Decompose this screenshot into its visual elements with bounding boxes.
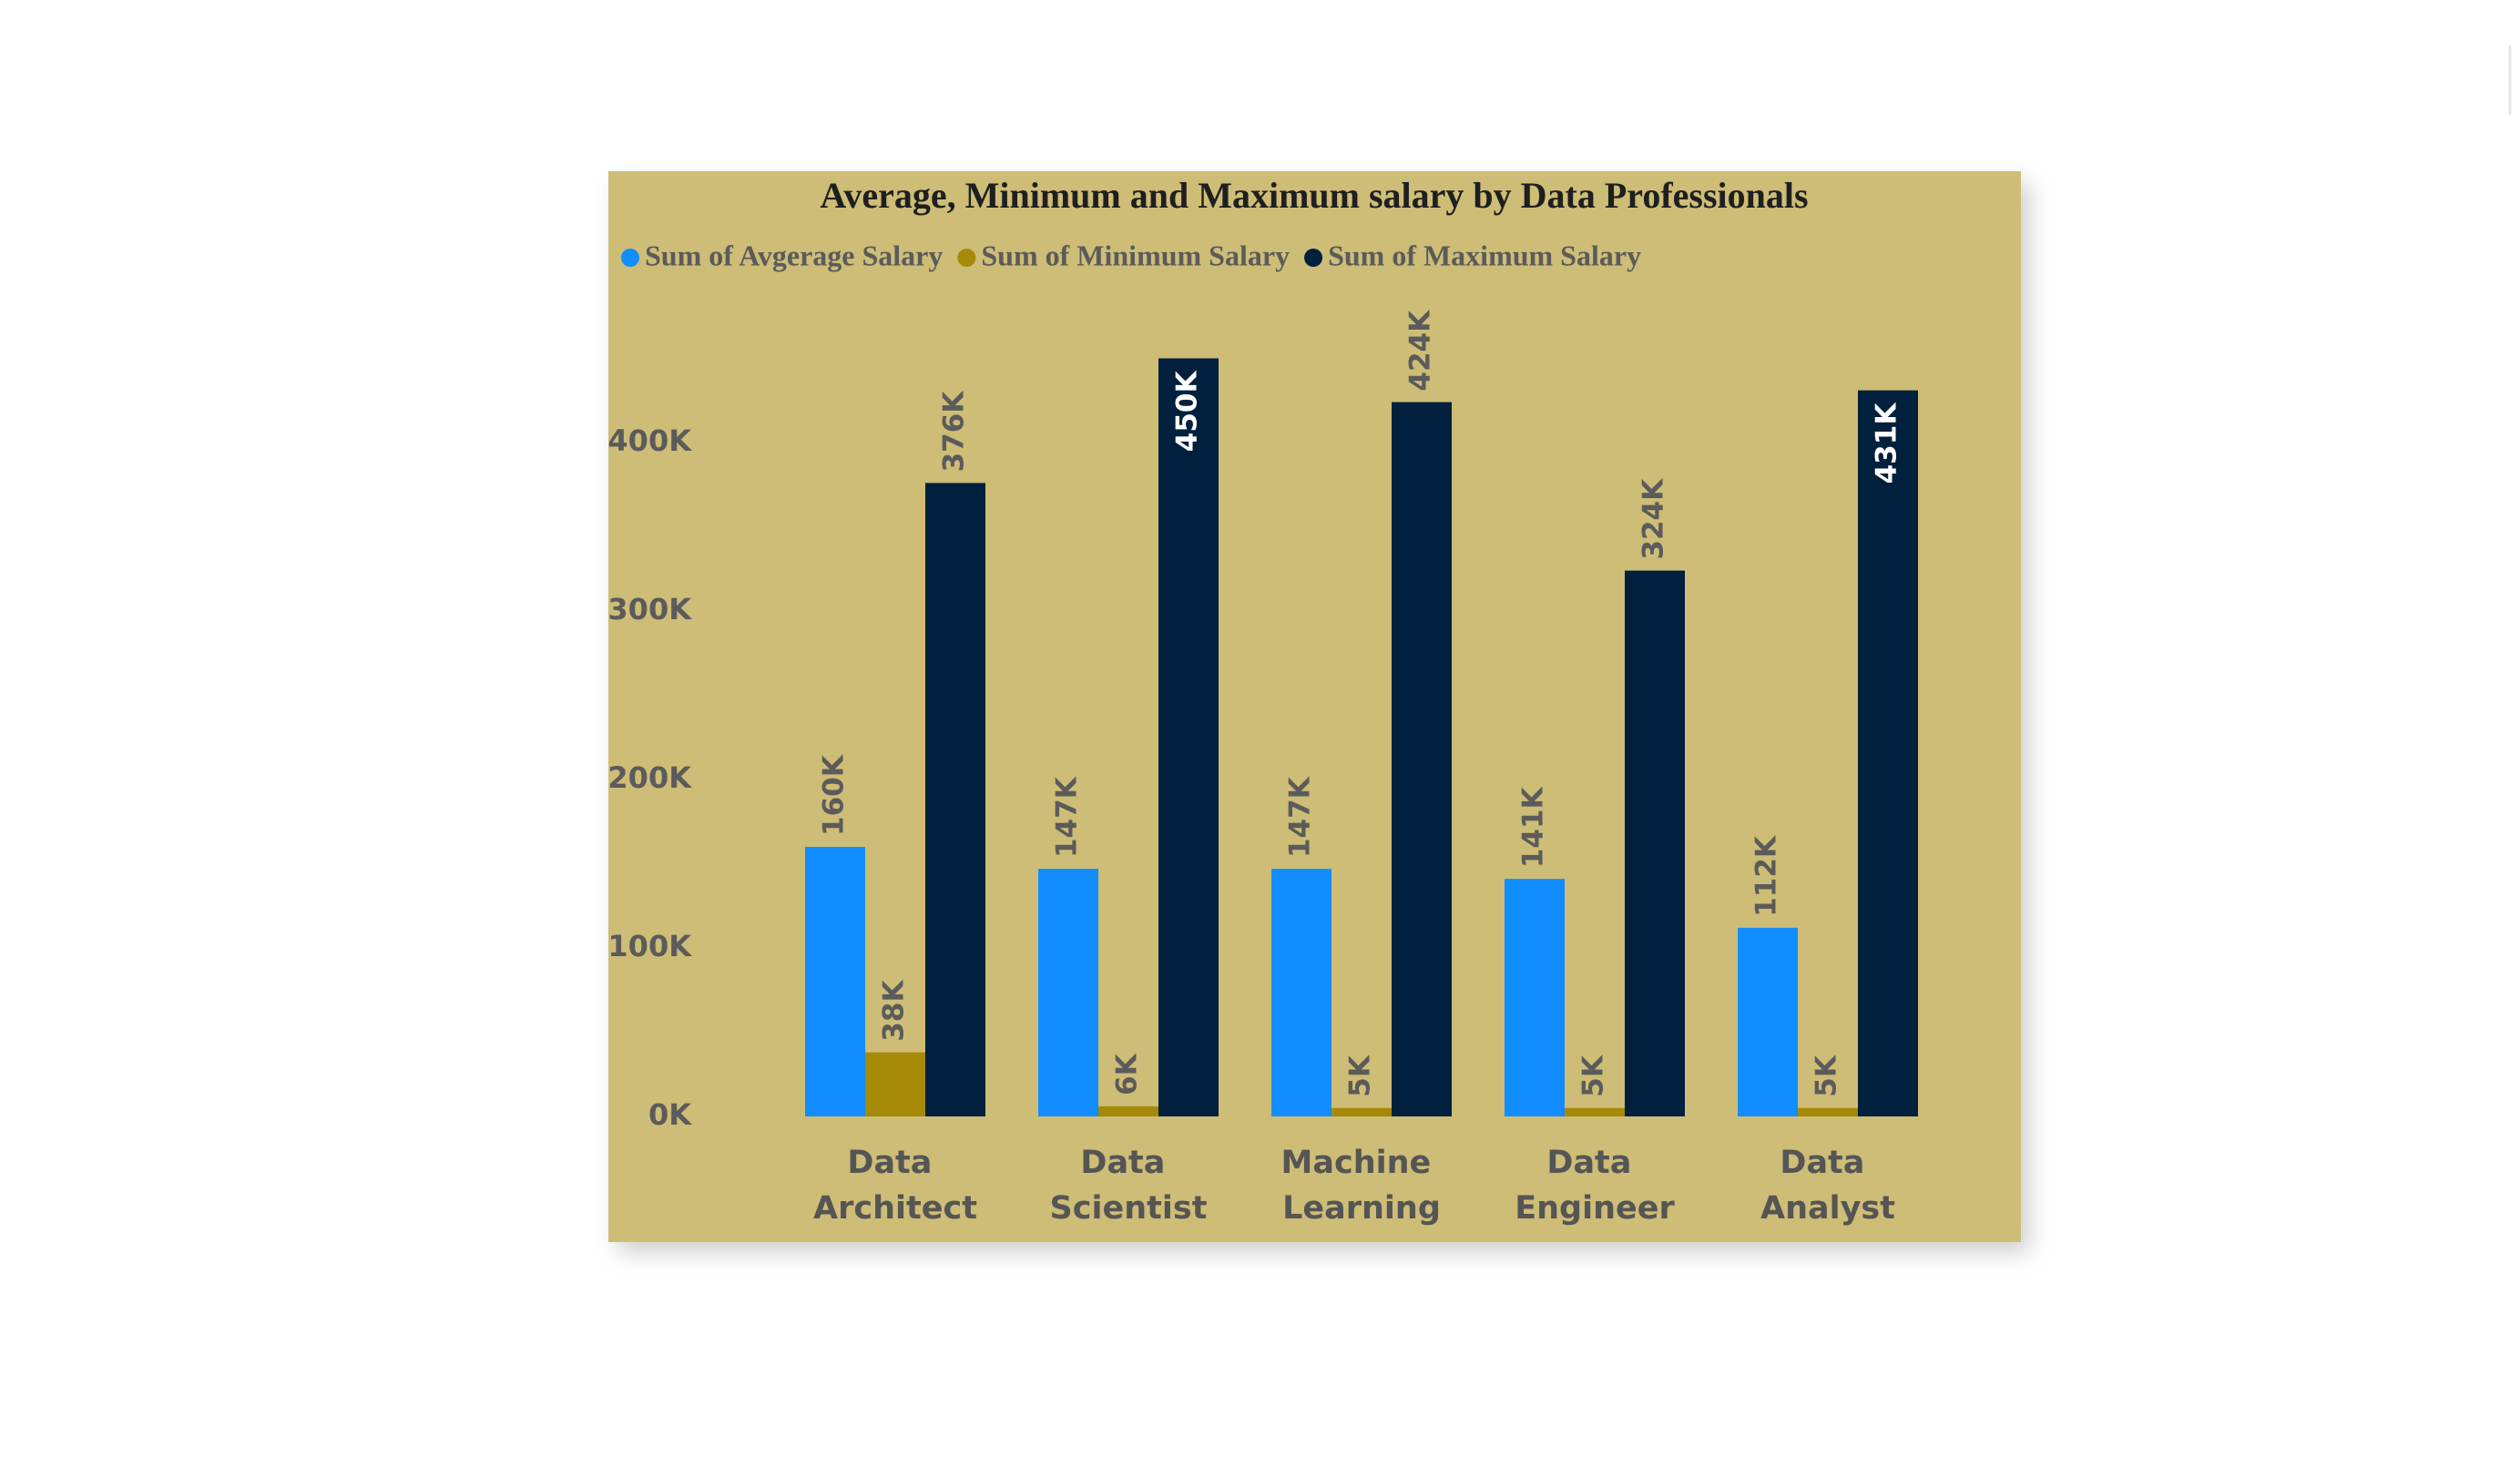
legend-label: Sum of Maximum Salary bbox=[1328, 239, 1641, 271]
value-label: 38K bbox=[878, 980, 911, 1042]
legend-swatch bbox=[957, 249, 976, 267]
y-tick-label: 200K bbox=[607, 760, 692, 795]
bar bbox=[1565, 1107, 1625, 1116]
x-tick-label: Data Architect bbox=[813, 1145, 977, 1227]
bar bbox=[1038, 869, 1098, 1116]
bar bbox=[1625, 570, 1685, 1116]
legend-swatch bbox=[1304, 249, 1323, 267]
bar bbox=[1098, 1105, 1158, 1116]
legend-swatch bbox=[621, 249, 639, 267]
value-label: 147K bbox=[1284, 776, 1317, 858]
bar bbox=[1858, 390, 1918, 1116]
x-tick-label: Data Analyst bbox=[1760, 1145, 1895, 1227]
x-tick-label: Machine Learning bbox=[1281, 1145, 1443, 1227]
y-tick-label: 100K bbox=[607, 929, 692, 963]
value-label: 5K bbox=[1811, 1055, 1843, 1097]
y-tick-label: 0K bbox=[648, 1097, 692, 1132]
value-label: 424K bbox=[1404, 310, 1437, 392]
x-tick-label: Data Engineer bbox=[1515, 1145, 1675, 1227]
y-tick-label: 400K bbox=[607, 423, 692, 458]
y-tick-label: 300K bbox=[607, 592, 692, 627]
bar bbox=[1738, 927, 1798, 1116]
bar bbox=[1271, 869, 1331, 1116]
chart: 0K 100K 200K 300K 400K Sum of Avgerage Salary… bbox=[607, 239, 1918, 1227]
value-label: 431K bbox=[1871, 402, 1903, 484]
value-label: 112K bbox=[1750, 835, 1783, 917]
value-label: 324K bbox=[1637, 478, 1670, 560]
bar bbox=[1798, 1107, 1858, 1116]
chart-title: Average, Minimum and Maximum salary by D… bbox=[820, 175, 1808, 216]
value-label: 5K bbox=[1577, 1055, 1610, 1097]
value-label: 141K bbox=[1517, 786, 1550, 868]
bar bbox=[1392, 402, 1452, 1117]
value-label: 6K bbox=[1111, 1053, 1144, 1095]
value-label: 450K bbox=[1171, 371, 1204, 453]
legend-label: Sum of Minimum Salary bbox=[981, 239, 1290, 271]
bar bbox=[805, 847, 865, 1116]
value-label: 376K bbox=[938, 391, 971, 473]
value-label: 5K bbox=[1344, 1055, 1377, 1097]
legend-label: Sum of Avgerage Salary bbox=[645, 239, 943, 271]
value-label: 160K bbox=[818, 754, 851, 836]
bar bbox=[925, 483, 985, 1116]
x-tick-label: Data Scientist bbox=[1050, 1145, 1208, 1227]
bar bbox=[865, 1052, 925, 1116]
bar bbox=[1331, 1107, 1392, 1116]
bar bbox=[1158, 358, 1219, 1116]
bar bbox=[1505, 879, 1565, 1116]
value-label: 147K bbox=[1051, 776, 1084, 858]
